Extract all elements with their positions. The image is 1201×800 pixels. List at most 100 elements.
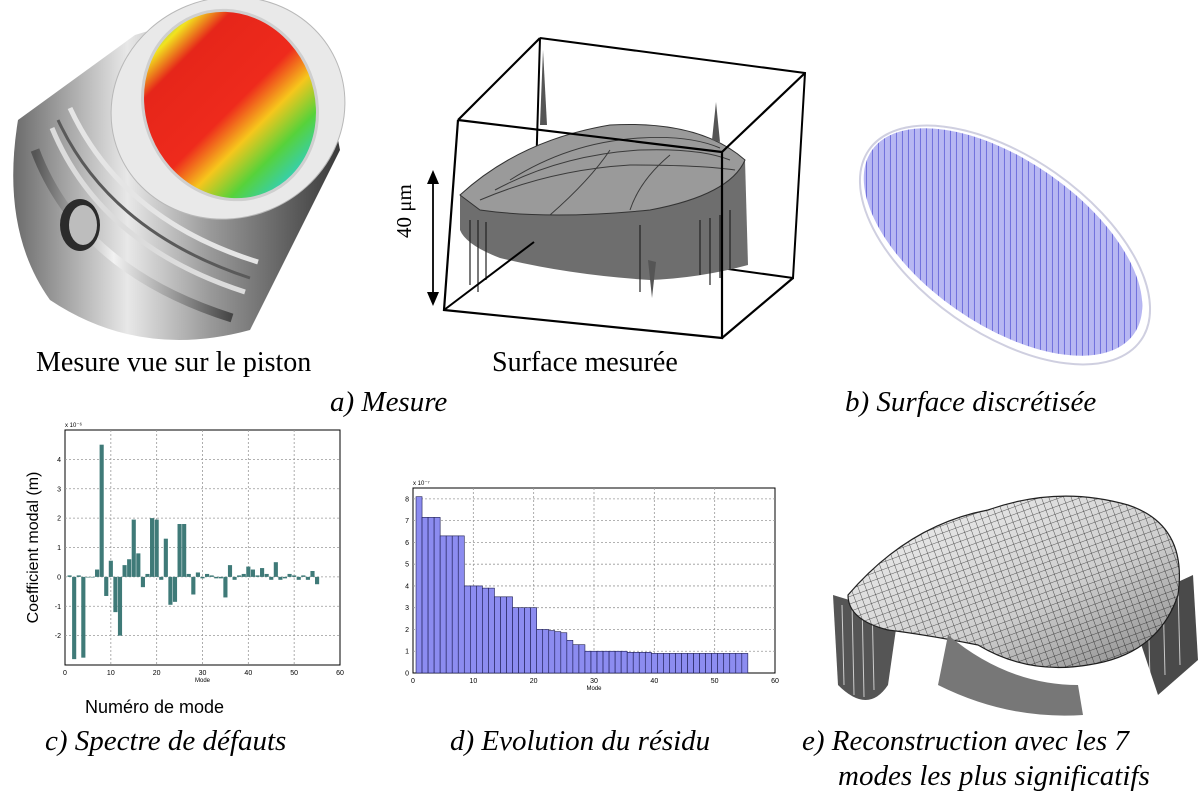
y-tick-label: 0: [57, 574, 61, 581]
y-tick-label: 4: [405, 583, 409, 590]
measured-surface-3d: [427, 37, 807, 340]
y-axis-label: Coefficient modal (m): [25, 472, 42, 624]
caption-piston: Mesure vue sur le piston: [36, 347, 312, 378]
chart-bar: [177, 524, 182, 577]
chart-bar: [150, 518, 155, 577]
chart-bar: [524, 607, 531, 674]
chart-bar: [602, 650, 610, 674]
chart-bar: [681, 653, 688, 674]
y-tick-label: -2: [55, 633, 61, 640]
chart-bar: [554, 631, 562, 674]
chart-bar: [250, 569, 255, 577]
chart-bar: [269, 576, 274, 580]
chart-bar: [122, 565, 127, 577]
chart-bar: [548, 630, 556, 674]
y-tick-label: 5: [405, 562, 409, 569]
scale-label: 40 μm: [392, 184, 416, 238]
chart-bar: [741, 653, 749, 674]
chart-bar: [81, 576, 86, 658]
chart-bar: [223, 576, 228, 598]
chart-bar: [669, 653, 676, 674]
x-tick-label: 10: [107, 670, 115, 677]
y-tick-label: 0: [405, 671, 409, 678]
chart-bar: [159, 576, 164, 580]
chart-bar: [255, 575, 260, 577]
y-tick-label: 1: [405, 649, 409, 656]
chart-bar: [127, 559, 132, 577]
chart-bar: [108, 560, 113, 577]
chart-bar: [182, 524, 187, 577]
caption-a: a) Mesure: [330, 386, 448, 418]
chart-bar: [136, 553, 141, 577]
chart-bar: [85, 576, 90, 578]
chart-bar: [95, 569, 100, 577]
x-tick-label: 0: [63, 670, 67, 677]
y-tick-label: 2: [57, 516, 61, 523]
chart-bar: [214, 576, 219, 579]
chart-bar: [663, 653, 670, 674]
chart-bar: [675, 653, 682, 674]
chart-bar: [572, 644, 580, 674]
x-tick-label: 60: [336, 670, 344, 677]
chart-bar: [172, 576, 178, 602]
chart-bar: [273, 562, 278, 577]
chart-bar: [578, 644, 586, 674]
discretized-surface: [858, 124, 1152, 366]
x-tick-label: 60: [771, 678, 779, 685]
chart-bar: [154, 519, 159, 577]
chart-bar: [632, 652, 640, 674]
x-tick-label: 50: [711, 678, 719, 685]
chart-bar: [76, 575, 81, 577]
chart-bar: [476, 585, 483, 674]
chart-bar: [488, 587, 495, 674]
chart-bar: [282, 576, 288, 579]
chart-bar: [218, 576, 223, 579]
chart-bar: [315, 576, 320, 585]
chart-bar: [512, 607, 519, 674]
y-tick-label: 3: [57, 486, 61, 493]
x-tick-label: 40: [650, 678, 658, 685]
chart-bar: [506, 596, 513, 674]
chart-bar: [195, 572, 200, 577]
chart-bar: [644, 652, 652, 674]
chart-bar: [237, 575, 242, 577]
chart-bar: [200, 576, 205, 579]
chart-bar: [687, 653, 694, 674]
chart-bar: [620, 650, 628, 674]
chart-bar: [705, 653, 712, 674]
chart-bar: [614, 650, 622, 674]
caption-e-line2: modes les plus significatifs: [838, 760, 1150, 792]
chart-bar: [131, 519, 136, 577]
exponent-label: x 10⁻⁶: [65, 422, 83, 429]
chart-bar: [638, 652, 646, 674]
caption-c: c) Spectre de défauts: [45, 725, 287, 757]
chart-bar: [433, 517, 441, 674]
piston-photo: [13, 0, 346, 341]
y-tick-label: 8: [405, 496, 409, 503]
chart-bar: [626, 652, 634, 674]
caption-surface: Surface mesurée: [492, 347, 678, 378]
chart-bar: [693, 653, 700, 674]
y-tick-label: -1: [55, 604, 61, 611]
chart-bar: [163, 538, 168, 577]
x-tick-label: 30: [199, 670, 207, 677]
chart-bar: [241, 573, 246, 577]
chart-bar: [729, 653, 737, 674]
chart-bar: [463, 585, 471, 674]
chart-bar: [246, 566, 251, 577]
chart-bar: [67, 575, 72, 577]
chart-bar: [232, 576, 237, 580]
y-tick-label: 4: [57, 457, 61, 464]
chart-bar: [500, 596, 507, 674]
x-axis-label: Mode: [586, 686, 602, 692]
chart-bar: [140, 576, 145, 588]
x-tick-label: 20: [530, 678, 538, 685]
chart-bar: [518, 607, 525, 674]
caption-e-line1: e) Reconstruction avec les 7: [802, 725, 1129, 757]
chart-bar: [301, 575, 306, 577]
chart-bar: [482, 587, 489, 674]
chart-bar: [305, 576, 310, 580]
exponent-label: x 10⁻⁷: [413, 480, 430, 487]
chart-bar: [536, 629, 544, 674]
chart-bar: [470, 585, 477, 674]
